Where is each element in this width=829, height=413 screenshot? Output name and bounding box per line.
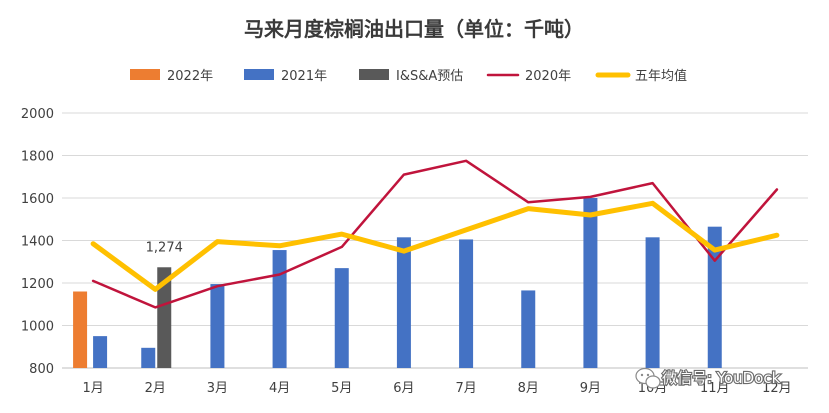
legend-swatch (244, 69, 274, 80)
legend-item: 2020年 (486, 69, 571, 84)
x-tick-label: 4月 (269, 381, 290, 396)
bar-I&S&A预估-2月 (157, 267, 172, 368)
x-tick-label: 12月 (762, 381, 792, 396)
legend-item: 2021年 (244, 69, 327, 84)
bar-2021年-3月 (210, 284, 225, 368)
bar-2021年-2月 (141, 347, 156, 368)
x-tick-label: 2月 (145, 381, 166, 396)
x-tick-label: 5月 (331, 381, 352, 396)
legend: 2022年 2021年 I&S&A预估 2020年 五年均值 (130, 68, 687, 84)
bar-2021年-10月 (645, 237, 660, 368)
y-axis-ticks: 800 1000 1200 1400 1600 1800 2000 (21, 107, 54, 377)
x-tick-label: 6月 (393, 381, 414, 396)
bar-2021年-5月 (334, 268, 349, 368)
x-tick-label: 1月 (82, 381, 103, 396)
wechat-icon (635, 367, 661, 389)
chart-title: 马来月度棕榈油出口量（单位：千吨） (244, 17, 584, 41)
legend-item: 2022年 (130, 69, 213, 84)
watermark: 微信号: YouDock (635, 367, 782, 389)
bar-2021年-7月 (459, 239, 474, 368)
legend-item: I&S&A预估 (359, 69, 463, 84)
lines (90, 159, 780, 309)
legend-label: I&S&A预估 (396, 69, 463, 84)
bar-2021年-9月 (583, 198, 598, 368)
y-tick-label: 1400 (21, 235, 54, 250)
x-tick-label: 7月 (455, 381, 476, 396)
bar-2021年-8月 (521, 290, 536, 368)
y-tick-label: 1600 (21, 192, 54, 207)
watermark-text: 微信号: YouDock (662, 369, 781, 387)
x-tick-label: 8月 (518, 381, 539, 396)
y-tick-label: 800 (29, 362, 54, 377)
legend-label: 五年均值 (635, 68, 687, 84)
data-label: 1,274 (146, 240, 183, 255)
line-五年均值 (90, 200, 780, 292)
x-tick-label: 11月 (700, 381, 730, 396)
y-tick-label: 2000 (21, 107, 54, 122)
legend-item: 五年均值 (595, 68, 687, 84)
legend-swatch (359, 69, 389, 80)
line-2020年 (91, 159, 779, 309)
bars (73, 198, 722, 368)
legend-label: 2021年 (281, 69, 327, 84)
legend-label: 2020年 (525, 69, 571, 84)
bar-2021年-6月 (396, 237, 411, 368)
x-tick-label: 9月 (580, 381, 601, 396)
y-tick-label: 1200 (21, 277, 54, 292)
data-labels: 1,274 (146, 240, 183, 255)
bar-2021年-4月 (272, 250, 287, 368)
bar-2021年-1月 (93, 336, 108, 368)
y-tick-label: 1800 (21, 150, 54, 165)
legend-label: 2022年 (167, 69, 213, 84)
x-tick-label: 3月 (207, 381, 228, 396)
legend-swatch (130, 69, 160, 80)
y-tick-label: 1000 (21, 320, 54, 335)
bar-2021年-11月 (707, 226, 722, 368)
bar-2022年-1月 (73, 291, 88, 368)
